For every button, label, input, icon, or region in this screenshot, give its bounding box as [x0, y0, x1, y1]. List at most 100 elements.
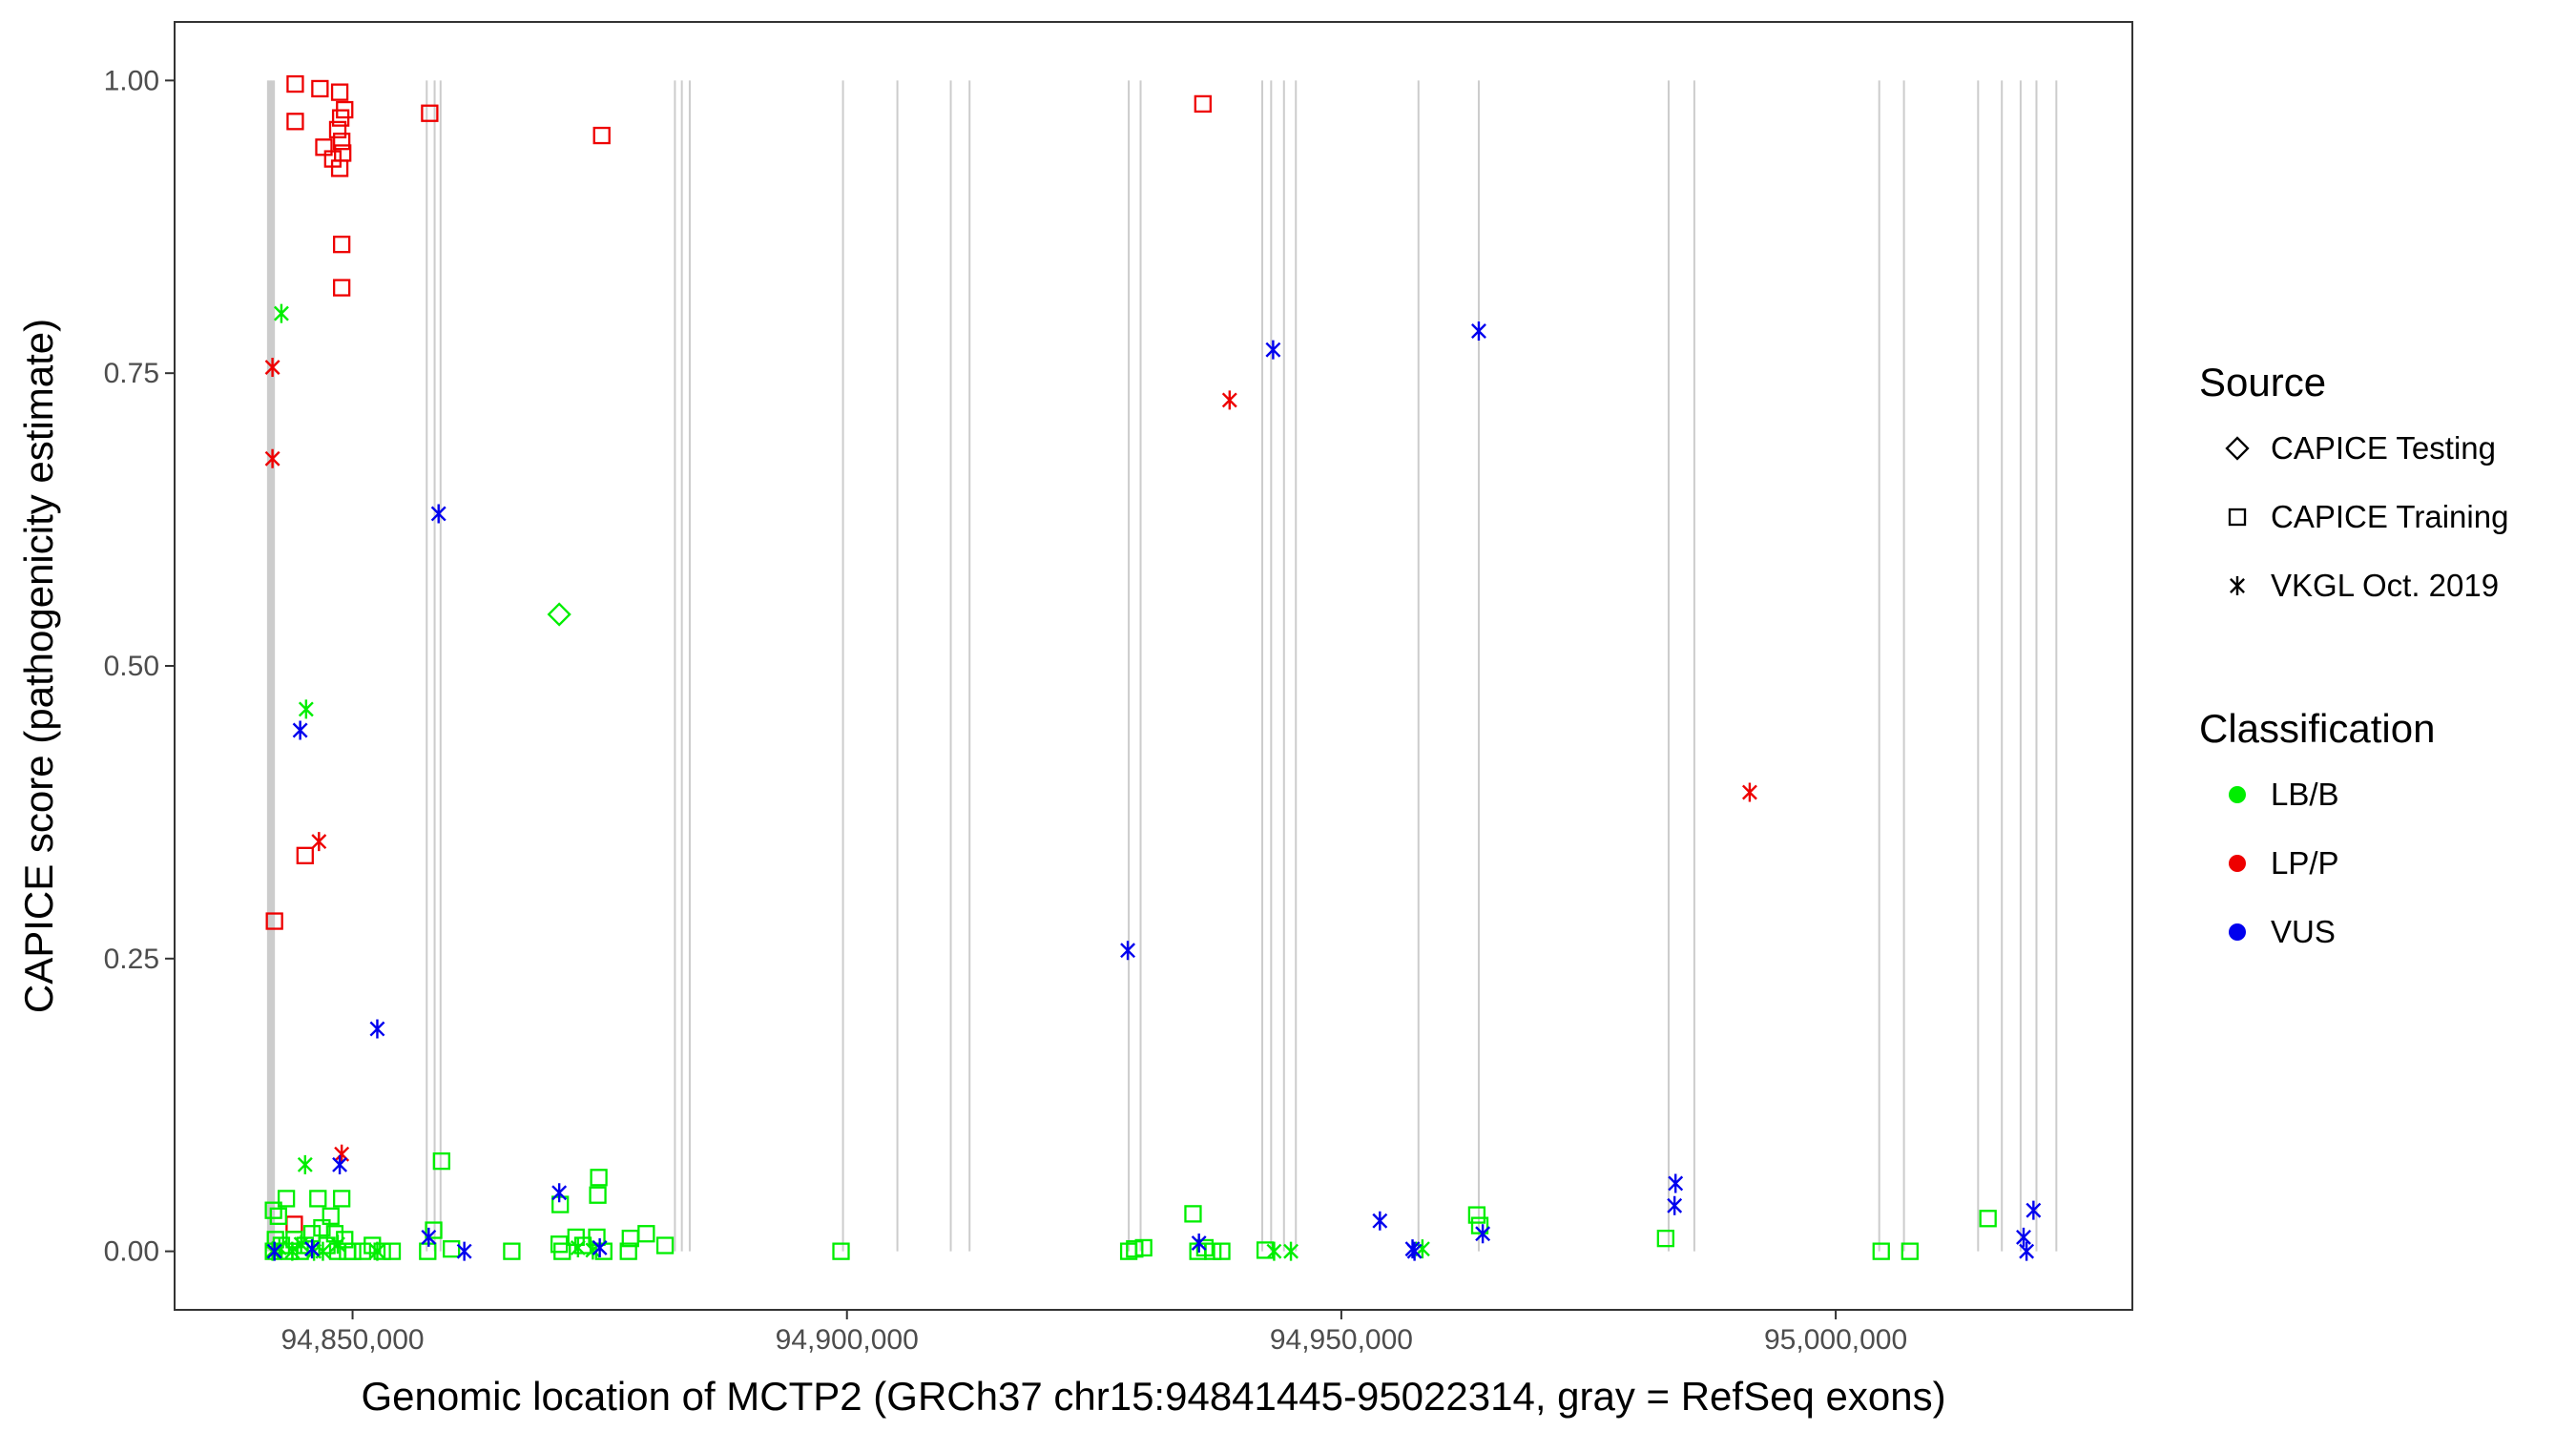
- data-point-capice-training-lb-b: [432, 1151, 450, 1171]
- data-point-vkgl-oct-2019-vus: [1475, 1224, 1491, 1244]
- y-tick-label: 1.00: [104, 65, 159, 96]
- data-point-vkgl-oct-2019-lb-b: [293, 1234, 309, 1255]
- data-point-capice-training-lb-b: [425, 1221, 443, 1239]
- data-point-vkgl-oct-2019-vus: [332, 1154, 348, 1174]
- data-point-capice-training-lb-b: [313, 1218, 331, 1237]
- data-point-capice-training-lb-b: [589, 1186, 607, 1204]
- data-point-vkgl-oct-2019-vus: [266, 1241, 282, 1261]
- x-axis-title: Genomic location of MCTP2 (GRCh37 chr15:…: [361, 1374, 1945, 1419]
- data-point-vkgl-oct-2019-lb-b: [273, 303, 289, 323]
- data-point-vkgl-oct-2019-vus: [2019, 1241, 2035, 1261]
- data-point-capice-training-lb-b: [269, 1207, 287, 1225]
- data-point-capice-training-lb-b: [1204, 1242, 1222, 1260]
- data-point-capice-training-lb-b: [1213, 1242, 1231, 1260]
- data-point-vkgl-oct-2019-vus: [551, 1183, 568, 1203]
- data-point-capice-training-lb-b: [832, 1242, 850, 1260]
- data-point-vkgl-oct-2019-vus: [304, 1239, 321, 1259]
- x-axis: 94,850,000 94,900,000 94,950,000 95,000,000: [280, 1310, 1907, 1356]
- data-point-capice-training-lb-b: [1470, 1216, 1489, 1234]
- data-point-vkgl-oct-2019-lp-p: [1741, 782, 1757, 802]
- data-point-capice-training-lb-b: [590, 1169, 608, 1187]
- legend-title-classification: Classification: [2199, 706, 2435, 751]
- y-tick-label: 0.50: [104, 651, 159, 682]
- data-point-vkgl-oct-2019-lp-p: [264, 358, 280, 378]
- exon-lines: [266, 80, 2058, 1252]
- data-point-vkgl-oct-2019-vus: [1191, 1234, 1207, 1254]
- data-point-capice-training-lp-p: [311, 79, 329, 98]
- data-point-capice-training-lb-b: [619, 1242, 637, 1260]
- data-point-capice-training-lp-p: [286, 113, 304, 131]
- legend-label-lp-p: LP/P: [2271, 845, 2339, 881]
- x-tick-label: 95,000,000: [1764, 1324, 1907, 1356]
- data-point-capice-training-lb-b: [1134, 1238, 1153, 1257]
- data-point-capice-training-lb-b: [443, 1240, 461, 1258]
- data-point-vkgl-oct-2019-lb-b: [297, 1154, 313, 1174]
- legend: Source CAPICE Testing CAPICE Training VK…: [2199, 360, 2508, 949]
- data-point-vkgl-oct-2019-vus: [369, 1019, 385, 1039]
- legend-key-square: [2228, 508, 2247, 527]
- data-point-capice-training-lb-b: [364, 1236, 382, 1255]
- y-axis-title: CAPICE score (pathogenicity estimate): [16, 319, 61, 1013]
- legend-label-capice-training: CAPICE Training: [2271, 499, 2508, 534]
- data-point-capice-training-lp-p: [592, 126, 611, 145]
- data-point-vkgl-oct-2019-lp-p: [264, 448, 280, 468]
- data-point-capice-training-lp-p: [286, 74, 304, 93]
- data-point-vkgl-oct-2019-lb-b: [570, 1237, 586, 1257]
- legend-label-capice-testing: CAPICE Testing: [2271, 430, 2496, 466]
- data-point-vkgl-oct-2019-lp-p: [311, 832, 327, 852]
- legend-key-lb-b: [2229, 786, 2246, 803]
- data-point-capice-training-lp-p: [1194, 94, 1212, 114]
- y-tick-label: 0.75: [104, 358, 159, 389]
- data-point-vkgl-oct-2019-lb-b: [284, 1241, 301, 1261]
- data-point-capice-training-lb-b: [277, 1190, 296, 1208]
- data-point-capice-training-lb-b: [1656, 1229, 1674, 1248]
- legend-key-lp-p: [2229, 855, 2246, 872]
- data-point-vkgl-oct-2019-vus: [2025, 1200, 2042, 1220]
- data-point-capice-training-lp-p: [332, 279, 351, 297]
- data-point-vkgl-oct-2019-vus: [1372, 1211, 1388, 1231]
- data-point-capice-training-lp-p: [331, 109, 350, 127]
- data-point-vkgl-oct-2019-vus: [1668, 1173, 1684, 1193]
- data-point-vkgl-oct-2019-vus: [292, 720, 308, 740]
- data-point-capice-training-lb-b: [1184, 1205, 1202, 1223]
- data-point-capice-training-lb-b: [1126, 1240, 1144, 1258]
- legend-source-keys: [2225, 436, 2250, 595]
- legend-label-vus: VUS: [2271, 914, 2336, 949]
- y-tick-label: 0.25: [104, 944, 159, 975]
- data-point-capice-training-lb-b: [503, 1242, 521, 1260]
- data-point-vkgl-oct-2019-vus: [1265, 340, 1281, 360]
- data-point-vkgl-oct-2019-vus: [592, 1237, 608, 1257]
- x-tick-label: 94,900,000: [776, 1324, 919, 1356]
- x-tick-label: 94,850,000: [280, 1324, 424, 1356]
- data-point-vkgl-oct-2019-lp-p: [1221, 390, 1237, 410]
- data-points: [264, 74, 2042, 1261]
- data-point-capice-training-lb-b: [332, 1190, 351, 1208]
- data-point-capice-training-lb-b: [637, 1225, 655, 1243]
- data-point-capice-training-lp-p: [332, 133, 351, 151]
- data-point-capice-training-lb-b: [1467, 1206, 1486, 1224]
- data-point-capice-testing-lb-b: [547, 602, 571, 627]
- data-point-capice-training-lp-p: [421, 104, 439, 122]
- data-point-capice-training-lb-b: [383, 1242, 402, 1260]
- data-point-vkgl-oct-2019-lb-b: [298, 699, 314, 719]
- y-axis: 0.00 0.25 0.50 0.75 1.00: [104, 65, 175, 1268]
- data-point-capice-training-lp-p: [330, 159, 349, 177]
- data-point-capice-training-lp-p: [330, 83, 349, 101]
- data-point-vkgl-oct-2019-vus: [456, 1241, 472, 1261]
- data-point-vkgl-oct-2019-vus: [1406, 1241, 1423, 1261]
- data-point-capice-training-lb-b: [373, 1242, 391, 1260]
- data-point-vkgl-oct-2019-vus: [1667, 1195, 1683, 1215]
- data-point-capice-training-lb-b: [343, 1242, 362, 1260]
- legend-title-source: Source: [2199, 360, 2326, 404]
- data-point-vkgl-oct-2019-vus: [1471, 321, 1486, 341]
- data-point-vkgl-oct-2019-vus: [430, 504, 447, 524]
- y-tick-label: 0.00: [104, 1236, 159, 1268]
- data-point-capice-training-lp-p: [265, 912, 283, 930]
- data-point-capice-training-lb-b: [655, 1236, 675, 1255]
- data-point-capice-training-lb-b: [1872, 1242, 1890, 1260]
- legend-label-lb-b: LB/B: [2271, 777, 2339, 812]
- legend-label-vkgl: VKGL Oct. 2019: [2271, 568, 2499, 603]
- data-point-vkgl-oct-2019-lb-b: [369, 1241, 385, 1261]
- data-point-vkgl-oct-2019-vus: [421, 1227, 437, 1247]
